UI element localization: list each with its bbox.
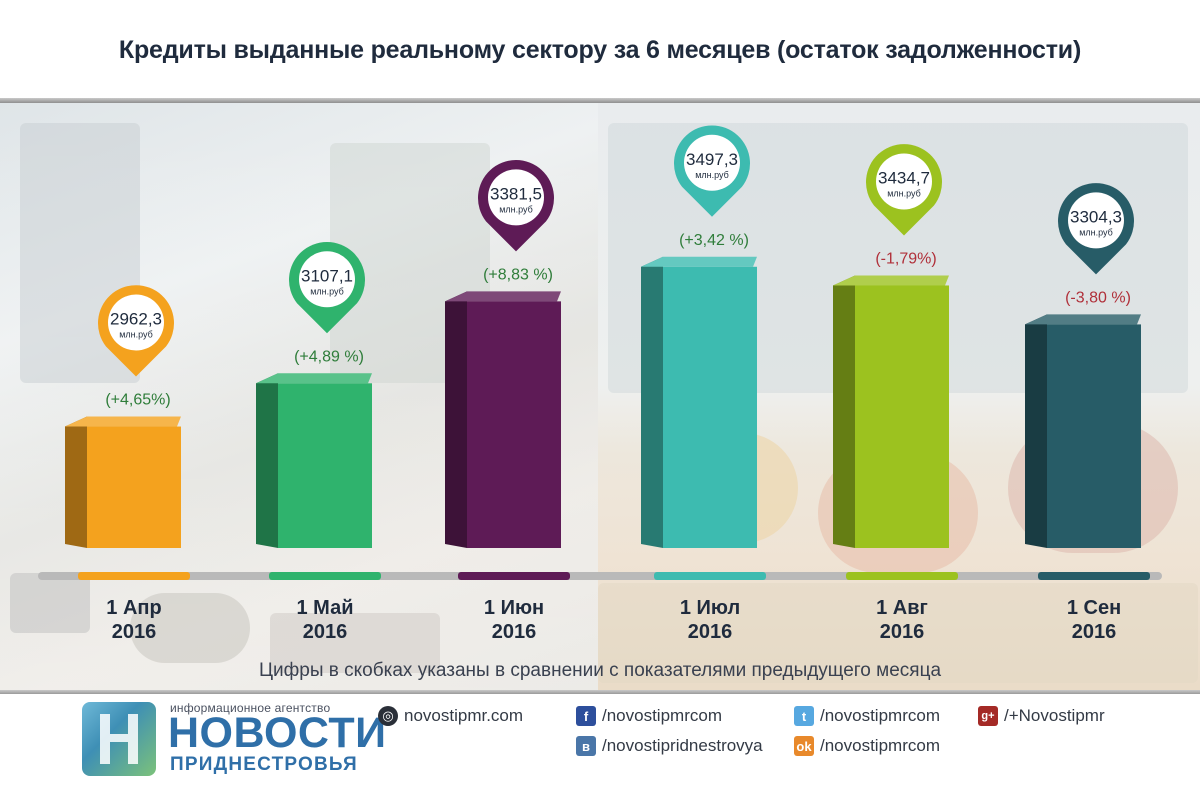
category-label: 1 Июн <box>484 597 544 619</box>
change-label: (+3,42 %) <box>679 232 749 249</box>
value-pin-inner <box>684 134 740 191</box>
category-year: 2016 <box>112 621 157 643</box>
value-pin-inner <box>876 153 932 210</box>
category-label: 1 Апр <box>106 597 161 619</box>
axis-segment <box>269 572 381 580</box>
chart-footnote: Цифры в скобках указаны в сравнении с по… <box>258 660 942 681</box>
axis-segment <box>846 572 958 580</box>
twitter-link[interactable]: t /novostipmrcom <box>794 706 940 726</box>
bar-side <box>1025 314 1047 548</box>
bar-top <box>445 291 561 302</box>
vk-link-label: /novostipridnestrovya <box>602 736 763 755</box>
unit-label: млн.руб <box>887 188 921 198</box>
google-plus-link[interactable]: g+ /+Novostipmr <box>978 706 1105 726</box>
logo-icon[interactable] <box>82 702 156 776</box>
change-label: (-3,80 %) <box>1065 289 1131 306</box>
brand-subname: ПРИДНЕСТРОВЬЯ <box>170 754 358 775</box>
facebook-link[interactable]: f /novostipmrcom <box>576 706 722 726</box>
bar-top <box>65 416 181 427</box>
value-label: 3381,5 <box>490 184 542 203</box>
bar <box>467 301 561 548</box>
facebook-link-label: /novostipmrcom <box>602 706 722 725</box>
value-pin-inner <box>488 169 544 226</box>
chart-title: Кредиты выданные реальному сектору за 6 … <box>118 36 1082 64</box>
unit-label: млн.руб <box>499 204 533 214</box>
top-divider <box>0 98 1200 103</box>
site-link[interactable]: ◎ novostipmr.com <box>378 706 523 726</box>
google-plus-link-label: /+Novostipmr <box>1004 706 1105 725</box>
vk-icon: в <box>576 736 596 756</box>
value-label: 3497,3 <box>686 150 738 169</box>
change-label: (+4,89 %) <box>294 348 364 365</box>
site-link-label: novostipmr.com <box>404 706 524 725</box>
bar-top <box>1025 314 1141 325</box>
bar <box>663 266 757 548</box>
bar-top <box>641 256 757 267</box>
category-year: 2016 <box>688 621 733 643</box>
brand-tagline: информационное агентство <box>170 701 331 715</box>
bar <box>278 383 372 548</box>
unit-label: млн.руб <box>1079 227 1113 237</box>
bar <box>1047 324 1141 548</box>
value-pin-inner <box>108 294 164 351</box>
change-label: (-1,79%) <box>875 250 936 267</box>
axis-segment <box>78 572 190 580</box>
bar-side <box>256 373 278 548</box>
facebook-icon: f <box>576 706 596 726</box>
odnoklassniki-icon: ok <box>794 736 814 756</box>
bar-side <box>65 416 87 548</box>
vk-link[interactable]: в /novostipridnestrovya <box>576 736 763 756</box>
category-year: 2016 <box>492 621 537 643</box>
bottom-divider <box>0 690 1200 694</box>
bar <box>87 426 181 548</box>
value-label: 2962,3 <box>110 310 162 329</box>
bar-side <box>445 291 467 548</box>
category-year: 2016 <box>303 621 348 643</box>
ok-link[interactable]: ok /novostipmrcom <box>794 736 940 756</box>
twitter-link-label: /novostipmrcom <box>820 706 940 725</box>
value-pin-inner <box>1068 192 1124 249</box>
twitter-icon: t <box>794 706 814 726</box>
ok-link-label: /novostipmrcom <box>820 736 940 755</box>
value-label: 3434,7 <box>878 168 930 187</box>
category-label: 1 Июл <box>680 597 740 619</box>
change-label: (+4,65%) <box>105 392 170 409</box>
value-label: 3304,3 <box>1070 207 1122 226</box>
category-label: 1 Май <box>296 597 353 619</box>
value-label: 3107,1 <box>301 266 353 285</box>
axis-segment <box>458 572 570 580</box>
category-label: 1 Авг <box>876 597 928 619</box>
category-year: 2016 <box>1072 621 1117 643</box>
value-pin-inner <box>299 251 355 308</box>
category-label: 1 Сен <box>1067 597 1121 619</box>
change-label: (+8,83 %) <box>483 266 553 283</box>
bar-top <box>833 275 949 286</box>
unit-label: млн.руб <box>310 286 344 296</box>
category-year: 2016 <box>880 621 925 643</box>
bar <box>855 285 949 548</box>
axis-segment <box>1038 572 1150 580</box>
brand-name: НОВОСТИ <box>168 709 387 757</box>
axis-segment <box>654 572 766 580</box>
google-plus-icon: g+ <box>978 706 998 726</box>
bar-top <box>256 373 372 384</box>
axis-baseline <box>38 572 1162 580</box>
bar-side <box>641 256 663 548</box>
globe-icon: ◎ <box>378 706 398 726</box>
bar-side <box>833 275 855 548</box>
unit-label: млн.руб <box>695 170 729 180</box>
unit-label: млн.руб <box>119 330 153 340</box>
